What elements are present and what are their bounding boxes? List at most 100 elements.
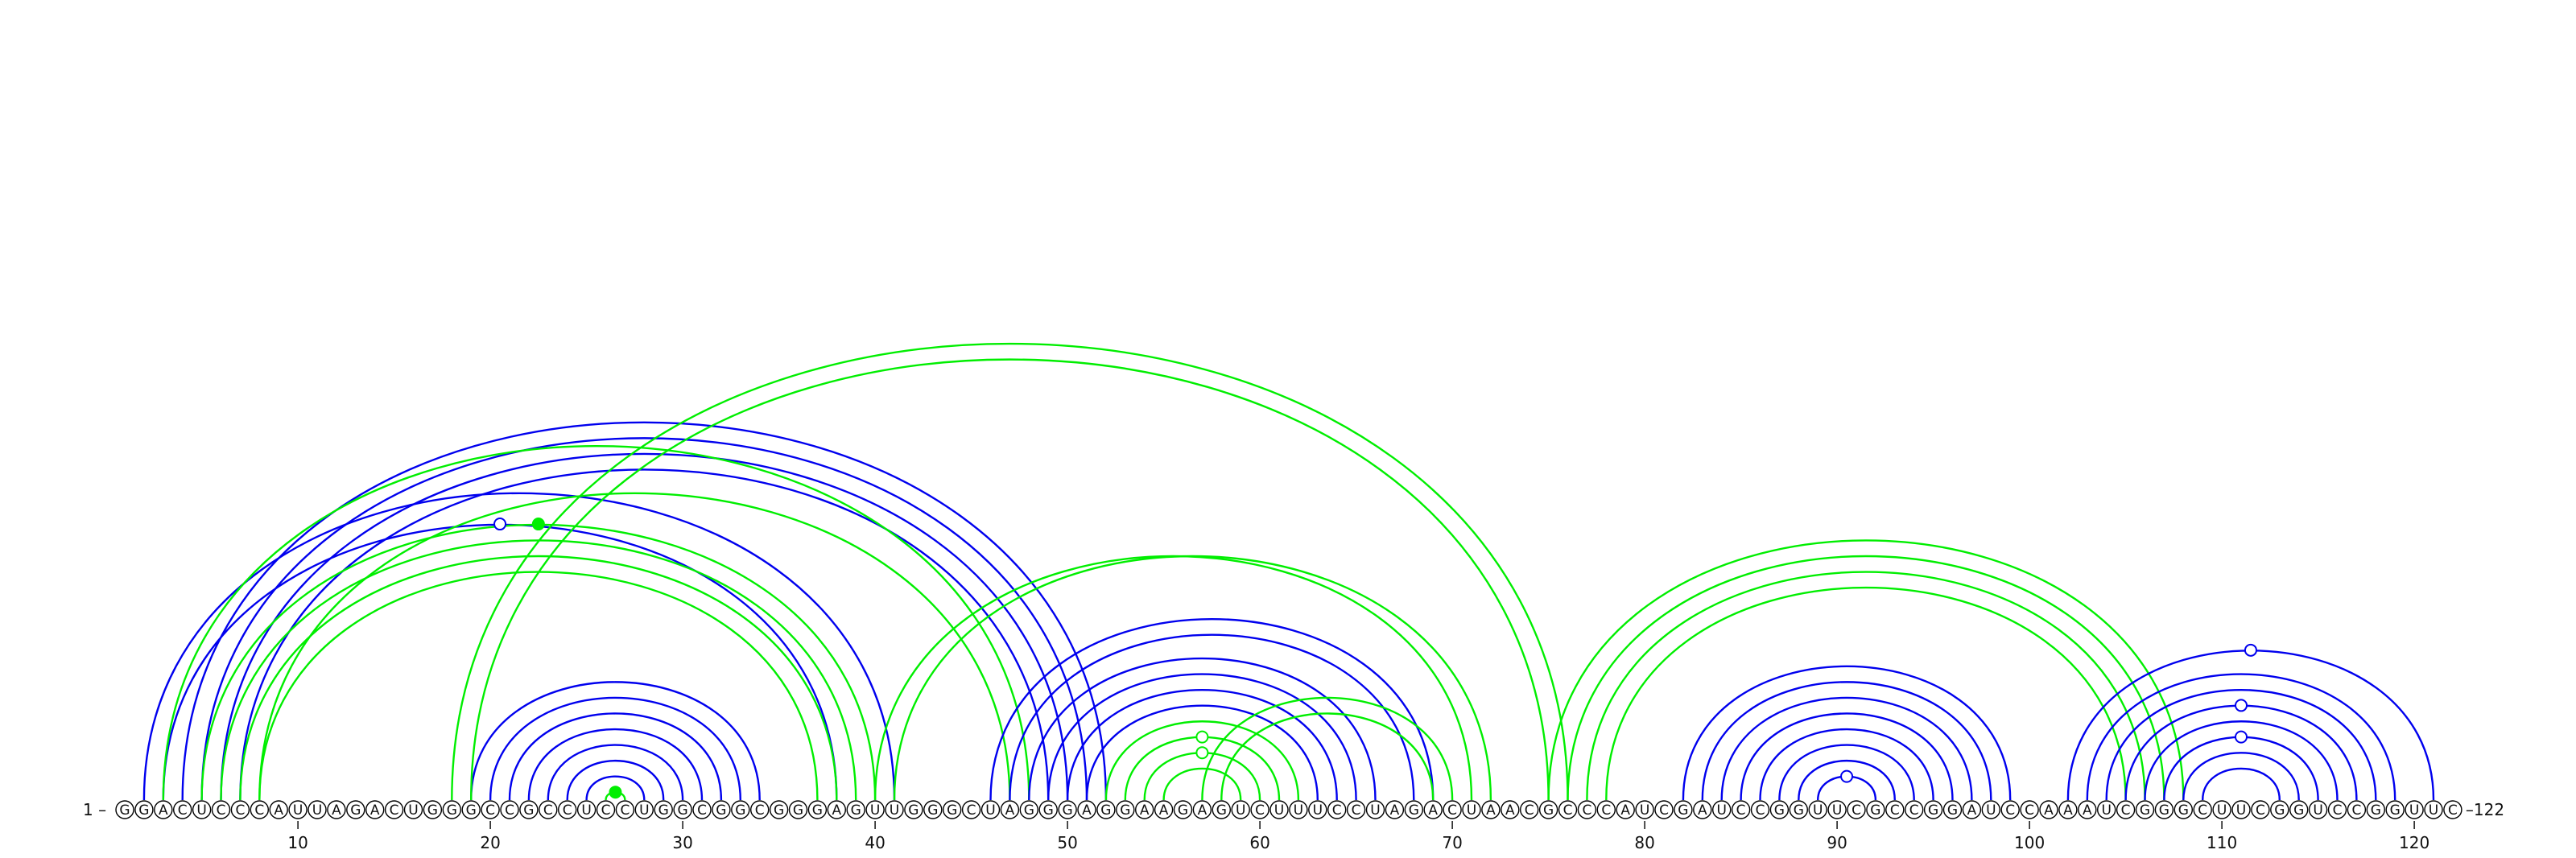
base-pair-arc bbox=[566, 759, 665, 801]
nucleotide-letter: U bbox=[985, 802, 995, 819]
nucleotide-letter: G bbox=[812, 802, 823, 819]
nucleotide-circle bbox=[885, 800, 904, 819]
nucleotide-letter: G bbox=[774, 802, 784, 819]
nucleotide-circle bbox=[1577, 800, 1597, 819]
nucleotide-circle bbox=[961, 800, 981, 819]
nucleotide-letter: G bbox=[716, 802, 726, 819]
nucleotide-letter: C bbox=[2025, 802, 2034, 819]
nucleotide-circle bbox=[2405, 800, 2424, 819]
tick-label: 30 bbox=[672, 833, 692, 852]
nucleotide-circle bbox=[211, 800, 231, 819]
nucleotide-circle bbox=[1462, 800, 1481, 819]
base-pair-arc bbox=[1547, 539, 2185, 801]
nucleotide-letter: A bbox=[1620, 802, 1630, 819]
nucleotide-circle bbox=[519, 800, 539, 819]
nucleotide-circle bbox=[2443, 800, 2462, 819]
nucleotide-letter: C bbox=[505, 802, 514, 819]
base-pair-arc bbox=[470, 358, 1550, 801]
base-pair-arc bbox=[585, 775, 646, 801]
nucleotide-circle bbox=[576, 800, 597, 819]
nucleotide-letter: G bbox=[2178, 802, 2189, 819]
base-pair-arc bbox=[547, 744, 684, 801]
arc-marker bbox=[1195, 746, 1209, 760]
nucleotide-circle bbox=[2135, 800, 2155, 819]
nucleotide-circle bbox=[2385, 800, 2405, 819]
nucleotide-letter: U bbox=[1640, 802, 1649, 819]
nucleotide-circle bbox=[2347, 800, 2367, 819]
nucleotide-letter: U bbox=[2236, 802, 2246, 819]
nucleotide-letter: U bbox=[2313, 802, 2322, 819]
position-ticks: 10 20 30 40 50 60 70 80 90 100 110 120 bbox=[287, 821, 2429, 852]
nucleotide-circle bbox=[288, 800, 308, 819]
nucleotide-letter: G bbox=[1678, 802, 1688, 819]
nucleotide-circle bbox=[1558, 800, 1578, 819]
nucleotide-circle bbox=[1077, 800, 1096, 819]
nucleotide-letter: C bbox=[235, 802, 245, 819]
nucleotide-letter: G bbox=[1947, 802, 1958, 819]
nucleotide-circle bbox=[1212, 800, 1232, 819]
base-pair-arc bbox=[1066, 689, 1338, 801]
nucleotide-letter: C bbox=[1525, 802, 1534, 819]
nucleotide-circle bbox=[134, 800, 154, 819]
nucleotide-letter: C bbox=[543, 802, 553, 819]
tick-label: 100 bbox=[2014, 833, 2045, 852]
nucleotide-circle bbox=[1250, 800, 1269, 819]
arc-marker bbox=[2235, 730, 2248, 744]
nucleotide-circle bbox=[692, 800, 712, 819]
nucleotide-letter: U bbox=[890, 802, 899, 819]
nucleotide-letter: A bbox=[2083, 802, 2092, 819]
nucleotide-circle bbox=[2039, 800, 2058, 819]
nucleotide-letter: A bbox=[1082, 802, 1092, 819]
nucleotide-circle bbox=[1134, 800, 1154, 819]
nucleotide-letter: G bbox=[350, 802, 361, 819]
nucleotide-letter: C bbox=[2256, 802, 2265, 819]
base-pair-arc bbox=[1759, 728, 1934, 801]
nucleotide-circle bbox=[2058, 800, 2078, 819]
nucleotide-circle bbox=[942, 800, 962, 819]
nucleotide-letter: G bbox=[138, 802, 149, 819]
nucleotide-letter: U bbox=[1313, 802, 1323, 819]
nucleotide-letter: U bbox=[2409, 802, 2419, 819]
arc-marker bbox=[1195, 730, 1209, 744]
nucleotide-circle bbox=[2193, 800, 2212, 819]
nucleotide-circle bbox=[1058, 800, 1077, 819]
nucleotide-circle bbox=[923, 800, 943, 819]
nucleotide-circle bbox=[750, 800, 770, 819]
base-pair-arc bbox=[1720, 696, 1973, 801]
nucleotide-circle bbox=[2154, 800, 2174, 819]
nucleotide-letter: A bbox=[1505, 802, 1515, 819]
base-pair-arc bbox=[2202, 767, 2281, 801]
nucleotide-circle bbox=[481, 800, 500, 819]
nucleotide-letter: U bbox=[2217, 802, 2227, 819]
nucleotide-circle bbox=[1269, 800, 1289, 819]
nucleotide-letter: G bbox=[2390, 802, 2401, 819]
nucleotide-letter: U bbox=[408, 802, 418, 819]
nucleotide-circle bbox=[1769, 800, 1790, 819]
nucleotide-letter: C bbox=[563, 802, 572, 819]
nucleotide-circle bbox=[1443, 800, 1462, 819]
base-pair-arc bbox=[1567, 555, 2165, 801]
nucleotide-circle bbox=[2174, 800, 2194, 819]
nucleotide-letter: C bbox=[2333, 802, 2343, 819]
nucleotide-circle bbox=[1501, 800, 1520, 819]
nucleotide-letter: G bbox=[2371, 802, 2381, 819]
base-pair-arc bbox=[1586, 571, 2146, 801]
nucleotide-letter: G bbox=[1120, 802, 1130, 819]
nucleotide-letter: U bbox=[1716, 802, 1726, 819]
nucleotide-circle bbox=[1635, 800, 1654, 819]
nucleotide-circle bbox=[442, 800, 461, 819]
base-pair-arc bbox=[2066, 650, 2435, 801]
nucleotide-letter: U bbox=[293, 802, 303, 819]
base-pair-arc bbox=[1605, 587, 2127, 801]
base-pair-arc bbox=[508, 712, 723, 801]
nucleotide-letter: C bbox=[1332, 802, 1342, 819]
nucleotide-letter: C bbox=[485, 802, 495, 819]
sequence-end-label: –122 bbox=[2466, 800, 2504, 819]
nucleotide-letter: C bbox=[1852, 802, 1861, 819]
nucleotide-circle bbox=[2078, 800, 2097, 819]
base-pair-arc bbox=[873, 555, 1473, 801]
nucleotide-circle bbox=[2096, 800, 2116, 819]
nucleotide-letter: G bbox=[2159, 802, 2169, 819]
nucleotide-circle bbox=[1116, 800, 1135, 819]
nucleotide-circle bbox=[1173, 800, 1193, 819]
